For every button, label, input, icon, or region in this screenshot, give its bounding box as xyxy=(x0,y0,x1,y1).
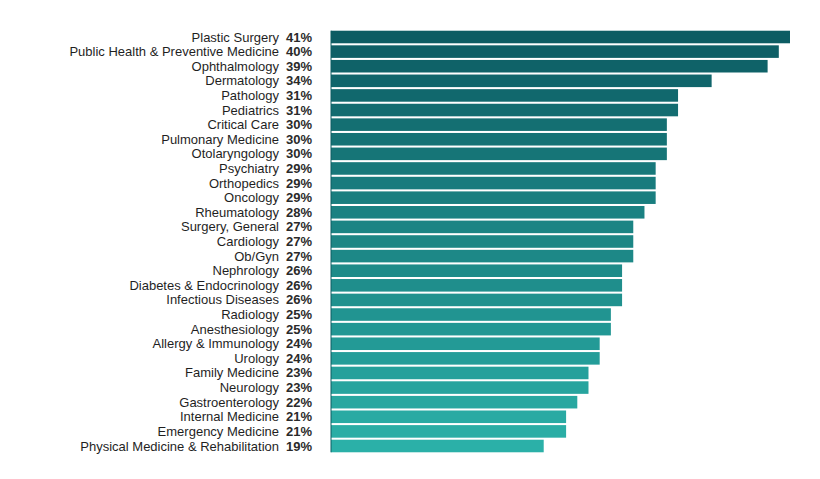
category-label: Gastroenterology xyxy=(179,395,279,410)
data-label: 39% xyxy=(286,59,312,74)
data-label: 21% xyxy=(286,424,312,439)
data-label: 34% xyxy=(286,73,312,88)
category-label: Dermatology xyxy=(205,73,279,88)
bar xyxy=(331,294,622,307)
bar xyxy=(331,221,633,234)
data-label: 41% xyxy=(286,30,312,45)
category-label: Nephrology xyxy=(213,263,280,278)
category-label: Surgery, General xyxy=(181,219,279,234)
data-label: 31% xyxy=(286,103,312,118)
bar xyxy=(331,148,667,161)
category-label: Pediatrics xyxy=(222,103,280,118)
data-label: 31% xyxy=(286,88,312,103)
bar xyxy=(331,308,611,321)
bar xyxy=(331,89,678,102)
category-label: Psychiatry xyxy=(219,161,279,176)
bar xyxy=(331,45,779,58)
bar xyxy=(331,104,678,117)
category-label: Family Medicine xyxy=(185,365,279,380)
data-label: 25% xyxy=(286,307,312,322)
data-label: 26% xyxy=(286,263,312,278)
category-label: Neurology xyxy=(220,380,280,395)
category-label: Rheumatology xyxy=(195,205,279,220)
data-label: 25% xyxy=(286,322,312,337)
bar xyxy=(331,60,768,73)
category-label: Plastic Surgery xyxy=(192,30,280,45)
bar xyxy=(331,381,588,394)
category-label: Emergency Medicine xyxy=(158,424,279,439)
data-label: 19% xyxy=(286,439,312,454)
category-label: Otolaryngology xyxy=(192,146,280,161)
bar xyxy=(331,440,544,453)
data-label: 30% xyxy=(286,146,312,161)
category-label: Ophthalmology xyxy=(192,59,280,74)
axis-line xyxy=(331,31,332,453)
labels: Plastic Surgery 41% Public Health & Preven… xyxy=(69,30,312,454)
data-label: 24% xyxy=(286,351,312,366)
category-label: Oncology xyxy=(224,190,279,205)
category-label: Pulmonary Medicine xyxy=(161,132,279,147)
category-label: Infectious Diseases xyxy=(166,292,279,307)
bar xyxy=(331,396,577,409)
data-label: 30% xyxy=(286,117,312,132)
bar xyxy=(331,235,633,248)
chart: Plastic Surgery 41% Public Health & Preven… xyxy=(0,0,820,479)
bars xyxy=(331,31,790,453)
data-label: 30% xyxy=(286,132,312,147)
bar xyxy=(331,411,566,424)
data-label: 21% xyxy=(286,409,312,424)
data-label: 27% xyxy=(286,249,312,264)
bar xyxy=(331,367,588,380)
category-label: Diabetes & Endocrinology xyxy=(129,278,279,293)
bar xyxy=(331,206,644,219)
bar xyxy=(331,323,611,336)
bar xyxy=(331,352,600,365)
category-label: Orthopedics xyxy=(209,176,280,191)
data-label: 40% xyxy=(286,44,312,59)
data-label: 24% xyxy=(286,336,312,351)
category-label: Urology xyxy=(234,351,279,366)
bar xyxy=(331,279,622,292)
category-label: Anesthesiology xyxy=(191,322,280,337)
bar xyxy=(331,250,633,263)
bar xyxy=(331,118,667,131)
data-label: 23% xyxy=(286,380,312,395)
bar xyxy=(331,425,566,438)
bar xyxy=(331,31,790,44)
bar xyxy=(331,162,656,175)
category-label: Radiology xyxy=(221,307,279,322)
bar xyxy=(331,75,712,88)
category-label: Critical Care xyxy=(207,117,279,132)
bar xyxy=(331,177,656,190)
category-label: Physical Medicine & Rehabilitation xyxy=(80,439,279,454)
bar xyxy=(331,264,622,277)
category-label: Internal Medicine xyxy=(180,409,279,424)
data-label: 29% xyxy=(286,161,312,176)
category-label: Allergy & Immunology xyxy=(153,336,280,351)
data-label: 23% xyxy=(286,365,312,380)
bar xyxy=(331,191,656,204)
category-label: Ob/Gyn xyxy=(234,249,279,264)
data-label: 28% xyxy=(286,205,312,220)
category-label: Cardiology xyxy=(217,234,280,249)
data-label: 27% xyxy=(286,219,312,234)
data-label: 29% xyxy=(286,176,312,191)
data-label: 26% xyxy=(286,292,312,307)
data-label: 29% xyxy=(286,190,312,205)
data-label: 22% xyxy=(286,395,312,410)
data-label: 27% xyxy=(286,234,312,249)
category-label: Pathology xyxy=(221,88,279,103)
category-label: Public Health & Preventive Medicine xyxy=(69,44,279,59)
bar xyxy=(331,133,667,146)
bar xyxy=(331,337,600,350)
data-label: 26% xyxy=(286,278,312,293)
